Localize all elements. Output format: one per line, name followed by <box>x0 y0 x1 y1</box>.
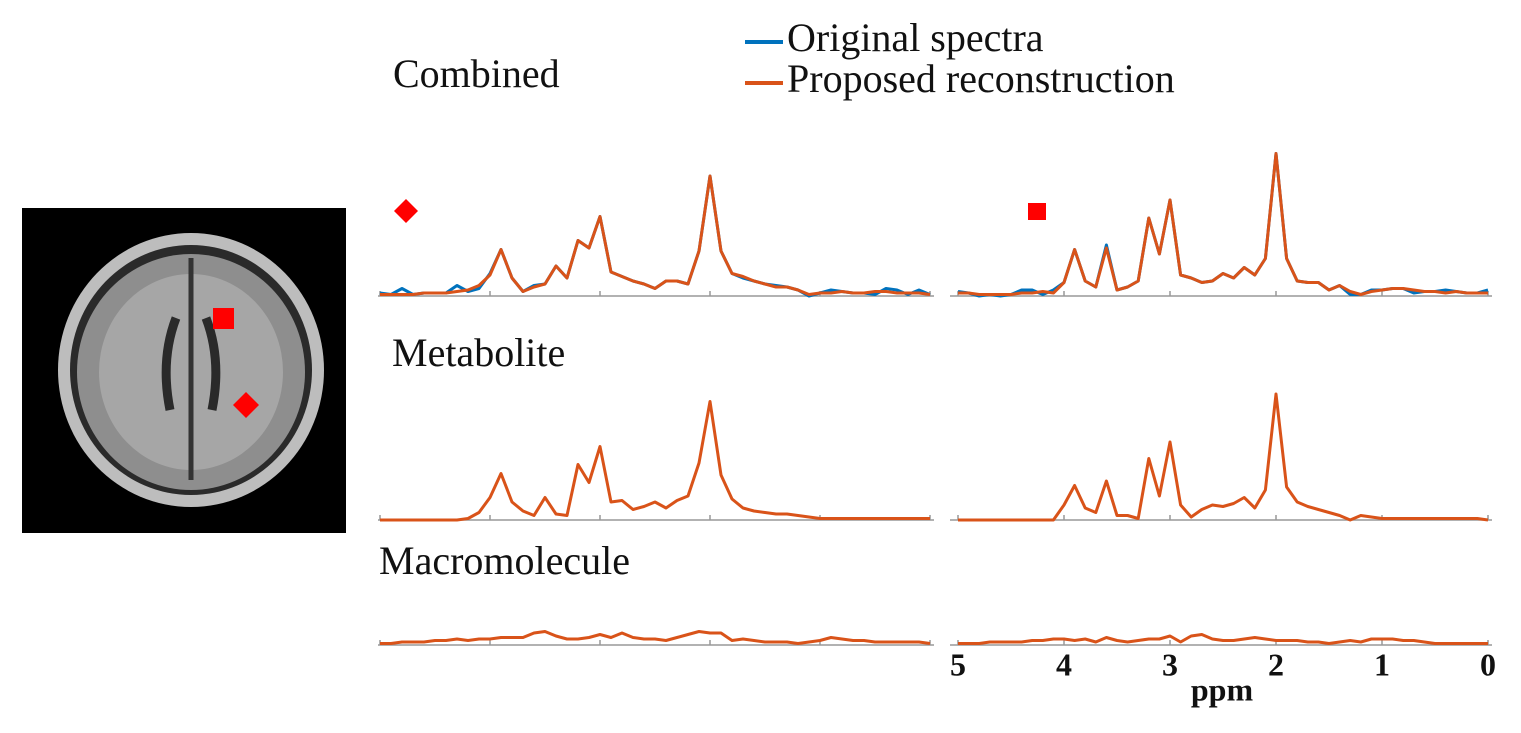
row-label: Macromolecule <box>379 538 630 583</box>
tick-label: 1 <box>1374 646 1390 682</box>
spectrum-line <box>380 174 931 296</box>
diamond-voxel-marker <box>233 392 259 418</box>
legend-label: Original spectra <box>787 15 1044 60</box>
spectrum-line <box>958 152 1488 296</box>
spectrum-line <box>379 174 931 298</box>
spectrum-line <box>380 400 930 522</box>
spectrum-line <box>958 392 1489 522</box>
row-label: Combined <box>393 51 560 96</box>
square-voxel-marker <box>213 308 234 329</box>
diamond-voxel-marker <box>394 199 418 223</box>
square-voxel-marker <box>1028 203 1046 220</box>
spectrum-line <box>380 630 931 645</box>
spectrum-line <box>958 633 1488 645</box>
ventricles <box>161 316 221 411</box>
tick-label: 4 <box>1056 646 1072 682</box>
tick-label: 3 <box>1162 646 1178 682</box>
tick-label: 2 <box>1268 646 1284 682</box>
brain-image <box>22 208 346 533</box>
legend-label: Proposed reconstruction <box>787 56 1175 101</box>
tick-label: 5 <box>950 646 966 682</box>
tick-label: 0 <box>1480 646 1496 682</box>
x-label: ppm <box>1191 671 1254 707</box>
row-label: Metabolite <box>392 330 565 375</box>
